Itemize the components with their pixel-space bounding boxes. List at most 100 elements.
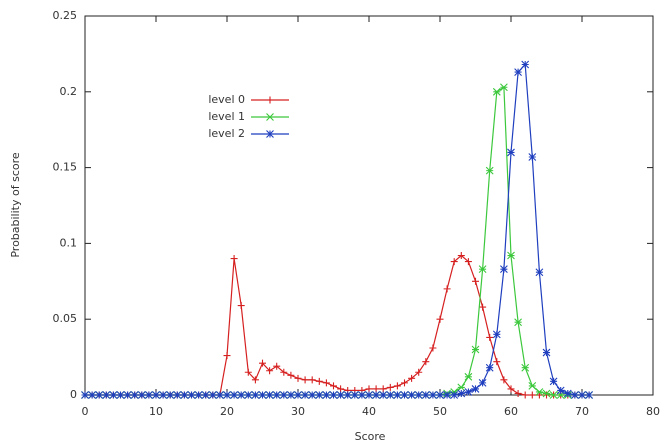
point-marker	[280, 368, 288, 376]
point-marker	[492, 330, 501, 339]
point-marker	[258, 391, 267, 399]
point-marker	[237, 302, 245, 310]
point-marker	[187, 391, 196, 399]
x-tick-label: 80	[646, 405, 660, 418]
point-marker	[507, 251, 515, 260]
point-marker	[308, 376, 316, 384]
point-marker	[173, 391, 182, 399]
point-marker	[542, 348, 551, 357]
point-marker	[414, 391, 423, 399]
legend-label: level 0	[208, 93, 245, 106]
point-marker	[130, 391, 139, 399]
point-marker	[301, 391, 309, 399]
x-tick-label: 10	[149, 405, 163, 418]
x-tick-label: 60	[504, 405, 518, 418]
point-marker	[343, 391, 352, 399]
point-marker	[201, 391, 210, 399]
x-axis-label: Score	[355, 430, 386, 443]
point-marker	[500, 376, 508, 384]
point-marker	[457, 252, 465, 260]
point-marker	[159, 391, 167, 399]
point-marker	[471, 385, 480, 393]
point-marker	[259, 359, 266, 367]
point-marker	[528, 382, 537, 390]
point-marker	[145, 391, 153, 399]
point-marker	[337, 385, 345, 393]
legend-marker	[266, 96, 274, 104]
point-marker	[88, 391, 96, 399]
point-marker	[393, 382, 401, 390]
point-marker	[365, 391, 373, 399]
point-marker	[350, 391, 359, 399]
point-marker	[528, 391, 536, 399]
point-marker	[301, 376, 309, 384]
point-marker	[223, 391, 231, 399]
legend-marker	[266, 130, 274, 138]
point-marker	[208, 391, 217, 399]
y-tick-label: 0.25	[53, 9, 78, 22]
point-marker	[436, 391, 444, 399]
point-marker	[137, 391, 146, 399]
point-marker	[358, 391, 366, 399]
point-marker	[485, 166, 494, 175]
point-marker	[251, 376, 259, 384]
y-tick-label: 0.2	[60, 85, 78, 98]
point-marker	[485, 363, 494, 372]
series-line	[85, 63, 590, 396]
point-marker	[500, 265, 508, 274]
point-marker	[123, 391, 132, 399]
point-marker	[549, 377, 558, 386]
point-marker	[464, 258, 472, 266]
legend-label: level 2	[208, 127, 245, 140]
point-marker	[478, 265, 487, 274]
point-marker	[266, 367, 274, 375]
point-marker	[265, 391, 274, 399]
point-marker	[315, 391, 324, 399]
x-tick-label: 70	[575, 405, 589, 418]
point-marker	[542, 389, 551, 398]
point-marker	[436, 315, 444, 323]
point-marker	[294, 374, 302, 382]
point-marker	[116, 391, 125, 399]
point-marker	[279, 391, 288, 399]
point-marker	[578, 391, 586, 399]
point-marker	[365, 385, 373, 393]
point-marker	[492, 87, 501, 96]
point-marker	[230, 391, 238, 399]
point-marker	[450, 258, 458, 266]
y-tick-label: 0.15	[53, 161, 78, 174]
point-marker	[336, 391, 345, 399]
point-marker	[464, 372, 473, 381]
point-marker	[422, 358, 430, 366]
point-marker	[372, 391, 380, 399]
point-marker	[372, 385, 380, 393]
point-marker	[407, 391, 416, 399]
point-marker	[251, 391, 260, 399]
point-marker	[152, 391, 160, 399]
point-marker	[386, 391, 395, 399]
point-marker	[563, 389, 572, 398]
legend-marker	[266, 113, 274, 121]
point-marker	[521, 60, 530, 69]
point-marker	[237, 391, 246, 399]
point-marker	[443, 285, 451, 293]
point-marker	[166, 391, 175, 399]
point-marker	[244, 391, 253, 399]
point-marker	[308, 391, 317, 399]
point-marker	[521, 391, 529, 399]
point-marker	[521, 363, 530, 372]
x-tick-label: 40	[362, 405, 376, 418]
point-marker	[429, 344, 437, 352]
point-marker	[429, 391, 437, 399]
series-line	[85, 86, 590, 396]
point-marker	[556, 386, 565, 395]
point-marker	[386, 383, 394, 391]
point-marker	[450, 391, 459, 399]
point-marker	[273, 362, 281, 370]
point-marker	[287, 371, 295, 379]
point-marker	[322, 391, 331, 399]
point-marker	[472, 277, 479, 285]
point-marker	[230, 255, 238, 263]
point-marker	[535, 388, 544, 396]
